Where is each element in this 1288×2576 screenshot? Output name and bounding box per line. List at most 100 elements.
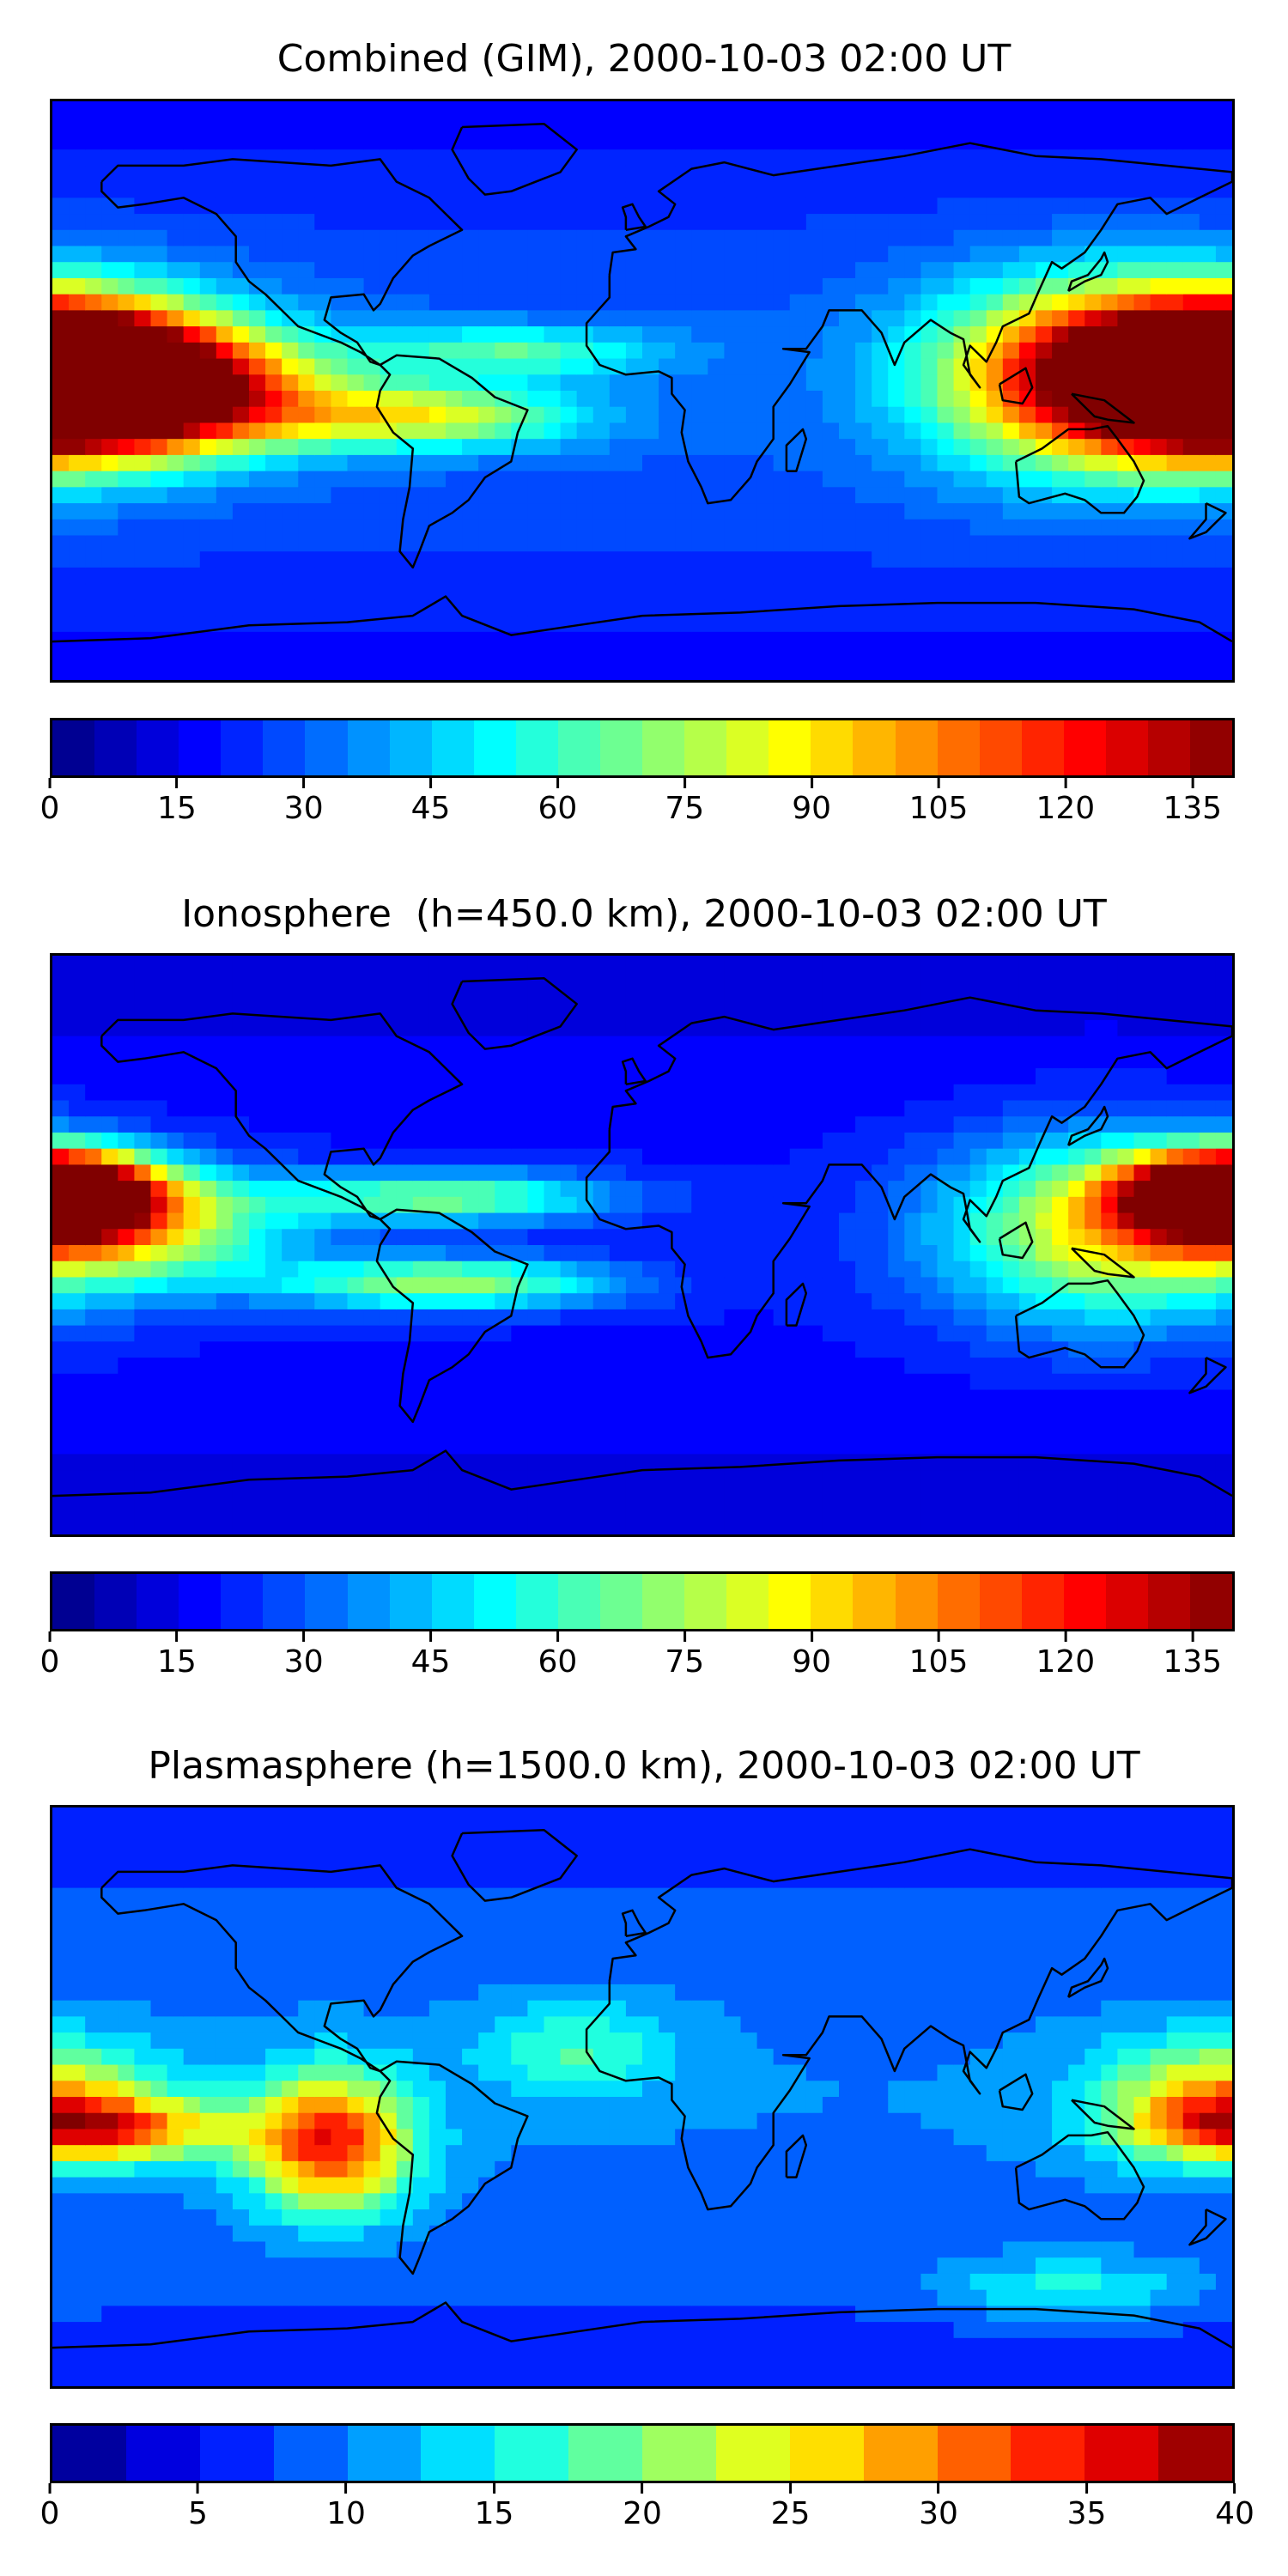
field-cell [642, 229, 659, 247]
field-cell [953, 956, 971, 973]
field-cell [331, 358, 349, 375]
field-cell [642, 439, 659, 456]
field-cell [937, 1116, 955, 1133]
field-cell [839, 987, 856, 1005]
field-cell [1150, 374, 1168, 392]
field-cell [691, 358, 708, 375]
field-cell [756, 1036, 775, 1053]
field-cell [920, 197, 939, 215]
field-cell [85, 1277, 102, 1294]
field-cell [478, 422, 495, 440]
field-cell [969, 181, 987, 198]
field-cell [1052, 1084, 1069, 1102]
field-cell [331, 1132, 349, 1150]
field-cell [756, 1148, 775, 1165]
field-cell [363, 165, 381, 183]
field-cell [659, 1261, 676, 1279]
colorbar-tick-label: 90 [792, 791, 832, 826]
field-cell [216, 1437, 234, 1455]
field-cell [527, 567, 545, 585]
field-cell [675, 149, 692, 167]
field-cell [1018, 1036, 1036, 1053]
field-cell [855, 439, 872, 456]
field-cell [167, 439, 185, 456]
field-cell [1018, 342, 1036, 360]
field-cell [1018, 1277, 1036, 1294]
field-cell [167, 1100, 185, 1117]
field-cell [872, 262, 889, 279]
colorbar-segment [895, 720, 938, 775]
field-cell [282, 117, 299, 135]
field-cell [920, 664, 939, 680]
field-cell [314, 277, 332, 295]
field-cell [953, 133, 971, 150]
field-cell [1084, 616, 1102, 633]
field-cell [659, 1019, 676, 1037]
field-cell [118, 664, 136, 680]
field-cell [642, 1181, 659, 1198]
field-cell [953, 1389, 971, 1406]
field-cell [986, 583, 1004, 600]
field-cell [1199, 101, 1217, 118]
field-cell [1068, 551, 1085, 568]
field-cell [52, 1019, 70, 1037]
field-cell [1101, 391, 1119, 408]
field-cell [396, 1148, 414, 1165]
field-cell [937, 1212, 955, 1230]
field-cell [282, 583, 299, 600]
field-cell [1036, 1437, 1053, 1455]
field-cell [1166, 326, 1184, 343]
field-cell [52, 181, 70, 198]
field-cell [69, 310, 86, 327]
field-cell [183, 1116, 201, 1133]
field-cell [331, 583, 349, 600]
field-cell [969, 503, 987, 520]
field-cell [52, 101, 70, 118]
field-cell [642, 583, 659, 600]
field-cell [691, 1373, 708, 1391]
field-cell [805, 229, 823, 247]
field-cell [118, 1293, 136, 1310]
field-cell [1215, 326, 1232, 343]
field-cell [380, 1470, 398, 1487]
field-cell [592, 1341, 611, 1358]
field-cell [462, 310, 479, 327]
field-cell [183, 262, 201, 279]
field-cell [101, 262, 118, 279]
field-cell [265, 1196, 283, 1214]
field-cell [363, 1229, 381, 1246]
field-cell [446, 1181, 463, 1198]
field-cell [282, 1019, 299, 1037]
field-cell [773, 310, 791, 327]
field-cell [888, 197, 905, 215]
field-cell [298, 631, 315, 649]
field-cell [953, 1245, 971, 1262]
field-cell [150, 229, 168, 247]
field-cell [298, 454, 315, 472]
field-cell [576, 391, 594, 408]
field-cell [1068, 1019, 1085, 1037]
field-cell [560, 1421, 578, 1439]
field-cell [347, 487, 365, 504]
field-cell [232, 117, 250, 135]
field-cell [118, 1261, 136, 1279]
field-cell [839, 599, 856, 617]
field-cell [1084, 197, 1102, 215]
field-cell [101, 310, 118, 327]
field-cell [560, 471, 578, 488]
field-cell [363, 599, 381, 617]
field-cell [1199, 647, 1217, 665]
field-cell [232, 583, 250, 600]
field-cell [199, 551, 217, 568]
field-cell [69, 1084, 86, 1102]
field-cell [822, 1132, 840, 1150]
field-cell [380, 971, 398, 989]
field-cell [1068, 262, 1085, 279]
field-cell [576, 956, 594, 973]
field-cell [249, 567, 266, 585]
field-cell [544, 664, 562, 680]
field-cell [249, 1245, 266, 1262]
field-cell [855, 487, 872, 504]
field-cell [101, 583, 118, 600]
field-cell [659, 1196, 676, 1214]
